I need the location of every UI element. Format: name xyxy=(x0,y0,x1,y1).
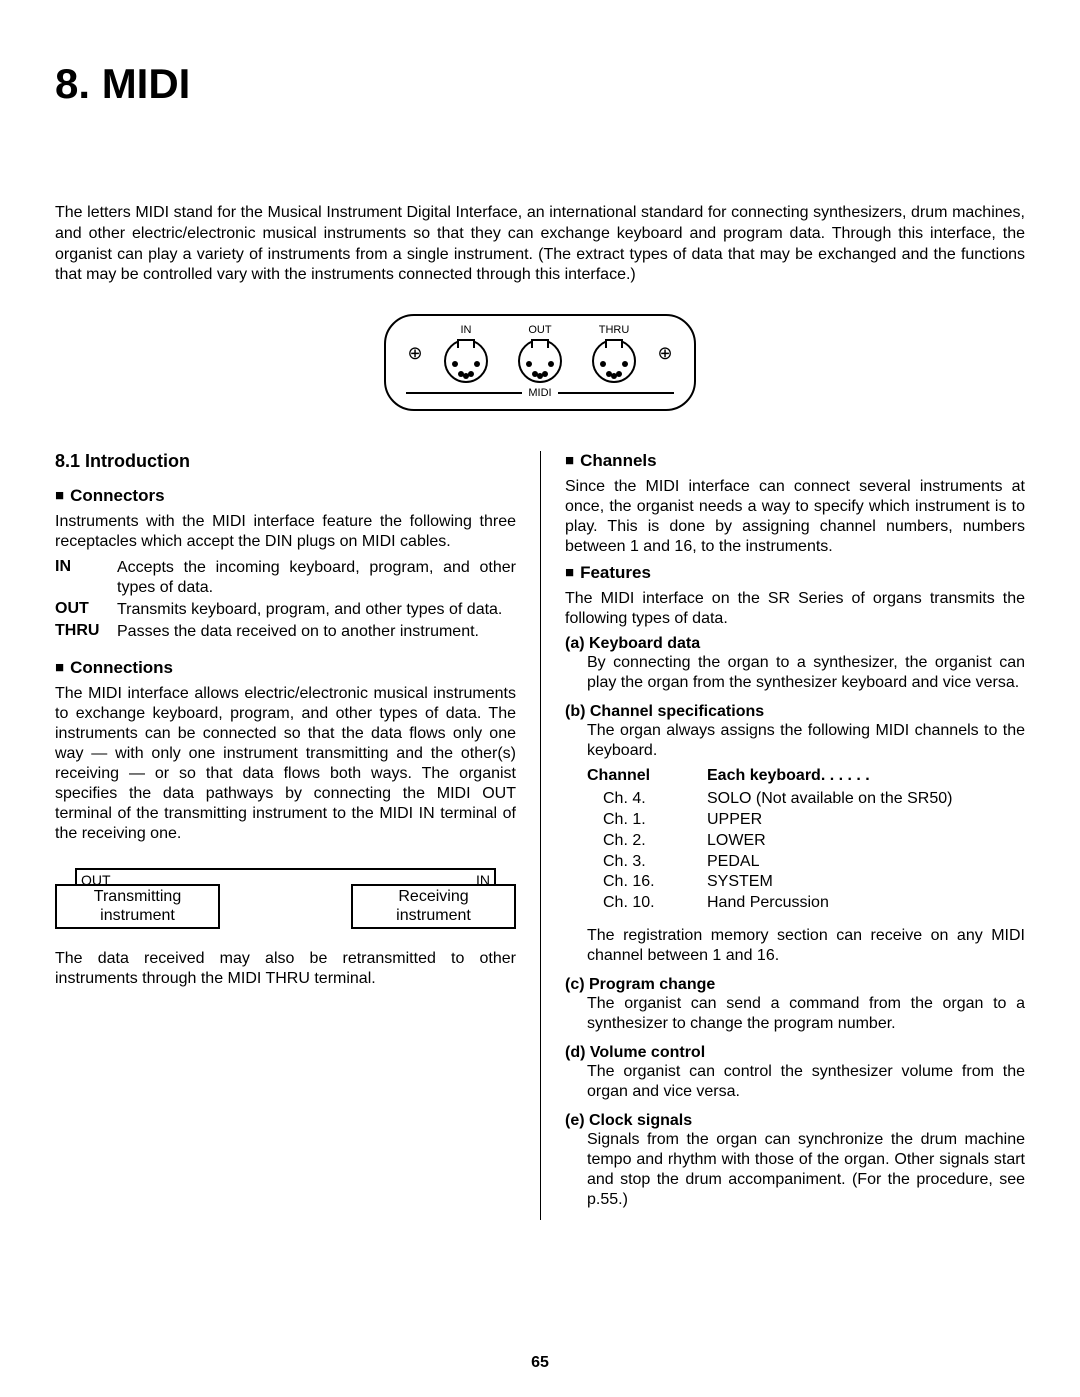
midi-out-port: OUT xyxy=(508,324,572,383)
feature-item: (b) Channel specificationsThe organ alwa… xyxy=(565,703,1025,966)
channel-row: Ch. 16.SYSTEM xyxy=(587,872,1025,893)
features-intro: The MIDI interface on the SR Series of o… xyxy=(565,589,1025,629)
connector-key: IN xyxy=(55,558,117,598)
feature-body: By connecting the organ to a synthesizer… xyxy=(565,653,1025,693)
connectors-heading: Connectors xyxy=(55,486,516,506)
midi-thru-port: THRU xyxy=(582,324,646,383)
feature-after: The registration memory section can rece… xyxy=(565,926,1025,966)
channel-row: Ch. 3.PEDAL xyxy=(587,852,1025,873)
flow-out-label: OUT xyxy=(75,872,111,888)
connector-desc: Transmits keyboard, program, and other t… xyxy=(117,600,516,620)
feature-body: Signals from the organ can synchronize t… xyxy=(565,1130,1025,1210)
section-8-1-heading: 8.1 Introduction xyxy=(55,451,516,472)
midi-connector-diagram: ⊕ IN OUT xyxy=(55,314,1025,411)
connector-item: OUTTransmits keyboard, program, and othe… xyxy=(55,600,516,620)
feature-item: (e) Clock signalsSignals from the organ … xyxy=(565,1112,1025,1210)
port-label-thru: THRU xyxy=(599,324,630,336)
channel-row: Ch. 1.UPPER xyxy=(587,810,1025,831)
port-label-in: IN xyxy=(461,324,472,336)
feature-label: (c) Program change xyxy=(565,976,1025,994)
feature-label: (d) Volume control xyxy=(565,1044,1025,1062)
din-connector-icon xyxy=(444,339,488,383)
midi-in-port: IN xyxy=(434,324,498,383)
connections-after: The data received may also be retransmit… xyxy=(55,949,516,989)
connectors-intro: Instruments with the MIDI interface feat… xyxy=(55,512,516,552)
connection-flow-diagram: OUT IN Transmitting instrument Receiving… xyxy=(55,868,516,929)
feature-body: The organist can send a command from the… xyxy=(565,994,1025,1034)
channels-heading: Channels xyxy=(565,451,1025,471)
connector-item: INAccepts the incoming keyboard, program… xyxy=(55,558,516,598)
channel-row: Ch. 10.Hand Percussion xyxy=(587,893,1025,914)
connector-desc: Accepts the incoming keyboard, program, … xyxy=(117,558,516,598)
midi-panel-label: MIDI xyxy=(528,387,551,399)
connectors-list: INAccepts the incoming keyboard, program… xyxy=(55,558,516,642)
connector-key: THRU xyxy=(55,622,117,642)
connector-key: OUT xyxy=(55,600,117,620)
feature-item: (d) Volume controlThe organist can contr… xyxy=(565,1044,1025,1102)
channel-row: Ch. 4.SOLO (Not available on the SR50) xyxy=(587,789,1025,810)
page-number: 65 xyxy=(0,1354,1080,1372)
feature-item: (c) Program changeThe organist can send … xyxy=(565,976,1025,1034)
features-heading: Features xyxy=(565,563,1025,583)
feature-label: (e) Clock signals xyxy=(565,1112,1025,1130)
channel-table: ChannelEach keyboard. . . . . . Ch. 4.SOL… xyxy=(587,767,1025,914)
feature-item: (a) Keyboard dataBy connecting the organ… xyxy=(565,635,1025,693)
rx-instrument-box: Receiving instrument xyxy=(351,884,516,929)
feature-body: The organ always assigns the following M… xyxy=(565,721,1025,761)
connector-item: THRUPasses the data received on to anoth… xyxy=(55,622,516,642)
flow-in-label: IN xyxy=(476,872,496,888)
feature-body: The organist can control the synthesizer… xyxy=(565,1062,1025,1102)
din-connector-icon xyxy=(592,339,636,383)
channels-para: Since the MIDI interface can connect sev… xyxy=(565,477,1025,557)
tx-instrument-box: Transmitting instrument xyxy=(55,884,220,929)
screw-icon: ⊕ xyxy=(406,343,424,364)
channel-row: Ch. 2.LOWER xyxy=(587,831,1025,852)
features-list: (a) Keyboard dataBy connecting the organ… xyxy=(565,635,1025,1210)
port-label-out: OUT xyxy=(528,324,551,336)
feature-label: (b) Channel specifications xyxy=(565,703,1025,721)
connector-desc: Passes the data received on to another i… xyxy=(117,622,516,642)
connections-heading: Connections xyxy=(55,658,516,678)
connections-para: The MIDI interface allows electric/elect… xyxy=(55,684,516,844)
chapter-title: 8. MIDI xyxy=(55,60,1025,108)
feature-label: (a) Keyboard data xyxy=(565,635,1025,653)
channel-table-head: ChannelEach keyboard. . . . . . xyxy=(587,767,1025,785)
screw-icon: ⊕ xyxy=(656,343,674,364)
intro-paragraph: The letters MIDI stand for the Musical I… xyxy=(55,203,1025,286)
din-connector-icon xyxy=(518,339,562,383)
